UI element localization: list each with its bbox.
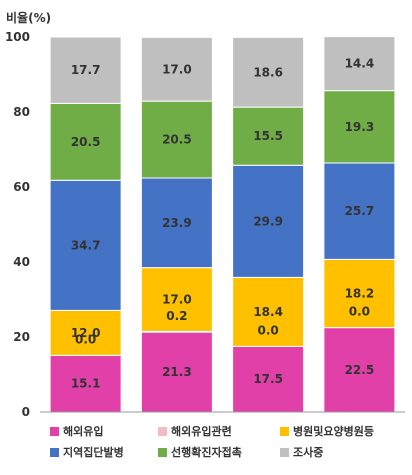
y-tick-label: 20 — [13, 330, 30, 344]
y-tick-label: 60 — [13, 180, 30, 194]
data-label: 25.7 — [345, 204, 375, 218]
legend-label: 병원및요양병원등 — [293, 425, 374, 438]
data-label: 29.9 — [253, 214, 283, 228]
y-axis-label: 비율(%) — [6, 10, 51, 25]
data-label: 18.2 — [345, 287, 375, 301]
bar-stack: 17.5 0.0 18.4 29.9 15.5 18.6 — [232, 36, 305, 413]
data-label: 0.0 — [349, 305, 370, 319]
bar-stack: 22.5 0.0 18.2 25.7 19.3 14.4 — [323, 36, 396, 413]
bar-segment — [232, 106, 305, 166]
data-label: 22.5 — [345, 363, 375, 377]
data-label: 20.5 — [162, 133, 192, 147]
bar-segment — [323, 36, 396, 92]
data-label: 0.0 — [75, 332, 96, 346]
data-label: 12.0 — [71, 326, 101, 340]
data-label: 0.2 — [166, 309, 187, 323]
data-label: 15.5 — [253, 129, 283, 143]
bar-segment — [232, 276, 305, 347]
data-label: 23.9 — [162, 216, 192, 230]
data-label: 15.1 — [71, 377, 101, 391]
legend-item: 해외유입 — [50, 423, 158, 439]
legend-swatch — [50, 426, 59, 436]
legend-label: 해외유입 — [63, 425, 104, 438]
bar-segment — [140, 100, 213, 179]
bar-segment — [232, 164, 305, 278]
bar-segment — [140, 331, 213, 413]
data-label: 19.3 — [345, 120, 375, 134]
data-label: 17.0 — [162, 62, 192, 76]
y-tick-labels: 0 20 40 60 80 100 — [5, 30, 30, 419]
bar-segment — [140, 267, 213, 332]
legend-label: 조사중 — [293, 446, 324, 459]
y-tick-label: 40 — [13, 255, 30, 269]
data-label: 18.4 — [253, 305, 283, 319]
bar-segment — [323, 90, 396, 164]
bar-stack: 21.3 0.2 17.0 23.9 20.5 17.0 — [140, 36, 213, 413]
bar-segment — [49, 36, 122, 104]
bar-segment — [140, 36, 213, 102]
bar-segment — [49, 102, 122, 181]
bar-segment — [49, 354, 122, 413]
legend-swatch — [158, 426, 167, 436]
legend-label: 해외유입관련 — [171, 425, 232, 438]
data-label: 34.7 — [71, 238, 101, 252]
bars: 15.10.012.034.720.517.721.30.217.023.920… — [49, 36, 396, 413]
data-label: 17.0 — [162, 293, 192, 307]
data-label: 20.5 — [71, 135, 101, 149]
legend-swatch — [50, 447, 59, 457]
bar-stack: 15.1 0.012.0 34.7 20.5 17.7 — [49, 36, 122, 413]
data-label: 17.7 — [71, 63, 101, 77]
bar-segment — [49, 309, 122, 356]
data-label: 14.4 — [345, 57, 375, 71]
legend-swatch — [280, 447, 289, 457]
legend-label: 지역집단발병 — [63, 446, 124, 459]
bar-segment — [232, 36, 305, 108]
legend-item: 조사중 — [280, 444, 412, 460]
bar-segment — [323, 162, 396, 260]
y-tick-label: 80 — [13, 105, 30, 119]
data-label: 21.3 — [162, 365, 192, 379]
y-tick-label: 100 — [5, 30, 30, 44]
legend-item: 병원및요양병원등 — [280, 423, 412, 439]
legend-item: 지역집단발병 — [50, 444, 158, 460]
data-label: 18.6 — [253, 65, 283, 79]
bar-segment — [140, 177, 213, 269]
legend-swatch — [280, 426, 289, 436]
y-tick-label: 0 — [22, 405, 30, 419]
legend-swatch — [158, 447, 167, 457]
legend-item: 해외유입관련 — [158, 423, 280, 439]
data-label: 0.0 — [257, 323, 278, 337]
data-label: 17.5 — [253, 372, 283, 386]
legend-item: 선행확진자접촉 — [158, 444, 280, 460]
legend-label: 선행확진자접촉 — [171, 446, 242, 459]
bar-segment — [323, 258, 396, 329]
